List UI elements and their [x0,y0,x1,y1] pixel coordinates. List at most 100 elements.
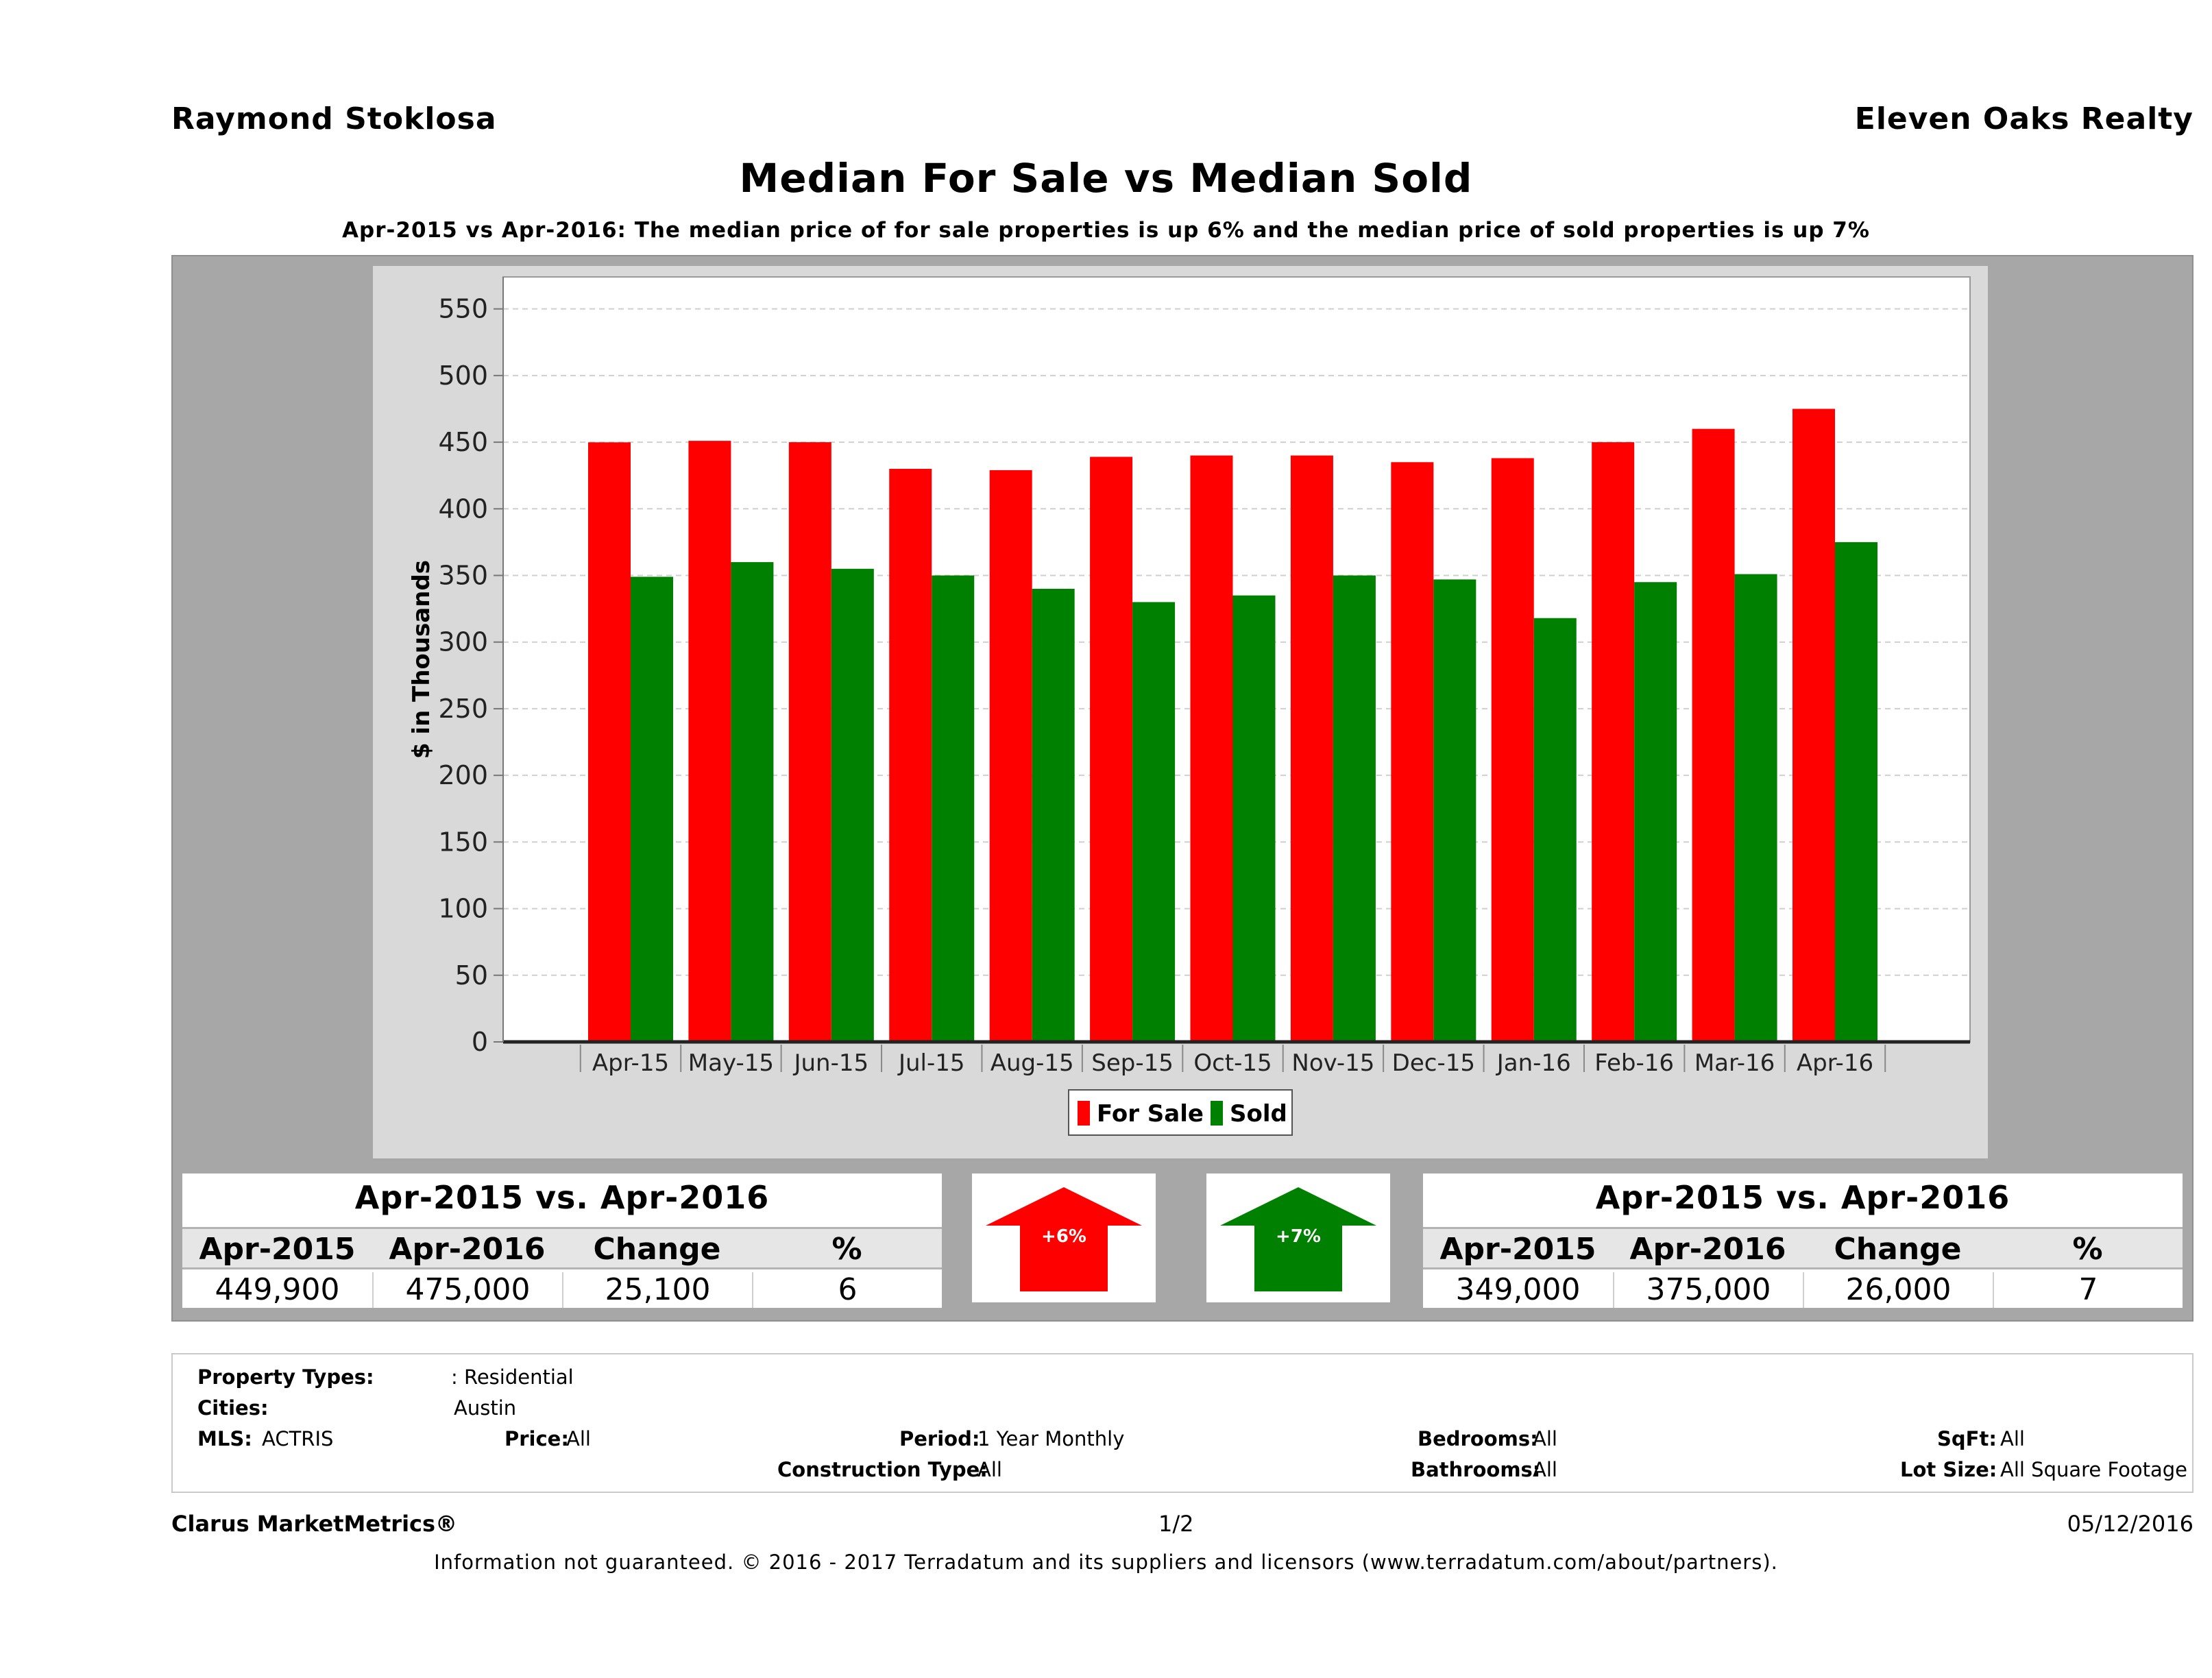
legend-swatch-sold [1211,1101,1223,1126]
col-header-change: Change [1834,1232,1962,1267]
x-tick-label: Sep-15 [1091,1049,1174,1077]
value-change: 25,100 [562,1272,752,1308]
for-sale-change-badge-label: +6% [1041,1226,1086,1247]
for-sale-summary-header: Apr-2015 Apr-2016 Change % [182,1227,942,1269]
bar-chart: 0 50 100 150 200 250 300 350 400 450 500 550 Apr-15… [408,276,1971,1136]
bathrooms-label: Bathrooms: [1411,1458,1541,1481]
bar-sold [631,576,673,1042]
sqft-label: SqFt: [1937,1427,1997,1450]
col-header-percent: % [831,1232,862,1267]
x-tick-label: Aug-15 [990,1049,1074,1077]
bedrooms-label: Bedrooms: [1418,1427,1538,1450]
y-tick-label: 400 [438,494,488,524]
sqft-value: All [2000,1427,2025,1450]
legend-swatch-for-sale [1078,1101,1090,1126]
price-value: All [566,1427,591,1450]
value-apr-2016: 475,000 [372,1272,562,1308]
y-tick-label: 0 [472,1027,488,1057]
mls-label: MLS: [197,1427,252,1450]
footer-disclaimer: Information not guaranteed. © 2016 - 201… [434,1551,1778,1574]
bar-sold [1333,575,1376,1042]
agent-name: Raymond Stoklosa [171,101,497,136]
y-tick-label: 250 [438,694,488,724]
cities-value: Austin [454,1396,517,1420]
legend-box [1068,1089,1293,1136]
sold-summary-header: Apr-2015 Apr-2016 Change % [1423,1227,2183,1269]
cities-label: Cities: [197,1396,269,1420]
legend: For Sale Sold [1068,1089,1293,1136]
legend-label-sold: Sold [1230,1100,1287,1128]
x-tick-label: Jan-16 [1496,1049,1571,1077]
value-percent: 6 [752,1272,942,1308]
col-header-apr-2015: Apr-2015 [1439,1232,1596,1267]
sold-change-badge: +7% [1206,1174,1390,1302]
construction-type-value: All [977,1458,1002,1481]
brokerage-name: Eleven Oaks Realty [1854,101,2193,136]
chart-title: Median For Sale vs Median Sold [739,155,1473,202]
lot-size-label: Lot Size: [1900,1458,1997,1481]
chart-subtitle: Apr-2015 vs Apr-2016: The median price o… [342,218,1870,243]
bar-for-sale [1391,462,1434,1042]
up-arrow-icon: +6% [986,1187,1142,1291]
bar-for-sale [588,442,631,1042]
col-header-change: Change [593,1232,721,1267]
bar-sold [831,568,874,1042]
x-tick-label: Oct-15 [1193,1049,1272,1077]
y-tick-label: 200 [438,760,488,790]
sold-change-badge-label: +7% [1276,1226,1321,1247]
y-axis-label: $ in Thousands [408,560,435,759]
col-header-apr-2016: Apr-2016 [389,1232,546,1267]
footer-date: 05/12/2016 [2067,1511,2193,1537]
x-tick-label: Jun-15 [792,1049,868,1077]
footer-brand: Clarus MarketMetrics® [171,1511,458,1537]
bar-for-sale [1090,457,1133,1042]
for-sale-summary-title: Apr-2015 vs. Apr-2016 [354,1179,770,1216]
y-tick-label: 100 [438,894,488,924]
footer-page-number: 1/2 [1158,1511,1194,1537]
bar-for-sale [1692,428,1735,1042]
x-tick-label: Feb-16 [1594,1049,1674,1077]
lot-size-value: All Square Footage [2000,1458,2188,1481]
bar-for-sale [989,470,1032,1042]
value-apr-2015: 449,900 [215,1272,340,1307]
value-change: 26,000 [1803,1272,1993,1308]
sold-summary-values: 349,000 375,000 26,000 7 [1423,1269,2183,1308]
y-tick-label: 500 [438,361,488,391]
for-sale-summary-values: 449,900 475,000 25,100 6 [182,1269,942,1308]
bedrooms-value: All [1533,1427,1557,1450]
bar-sold [1232,595,1276,1042]
x-tick-label: Dec-15 [1392,1049,1475,1077]
period-value: 1 Year Monthly [977,1427,1125,1450]
col-header-apr-2016: Apr-2016 [1629,1232,1786,1267]
bar-for-sale [788,442,831,1042]
y-tick-label: 550 [438,294,488,324]
mls-value: ACTRIS [262,1427,334,1450]
x-tick-label: Nov-15 [1291,1049,1374,1077]
construction-type-label: Construction Type: [777,1458,988,1481]
bar-for-sale [1190,455,1233,1042]
price-label: Price: [505,1427,569,1450]
col-header-percent: % [2072,1232,2103,1267]
x-tick-label: May-15 [688,1049,774,1077]
up-arrow-icon: +7% [1220,1187,1376,1291]
bar-for-sale [1792,409,1835,1042]
legend-label-for-sale: For Sale [1097,1100,1204,1128]
value-apr-2016: 375,000 [1613,1272,1803,1308]
x-tick-label: Mar-16 [1694,1049,1775,1077]
bar-for-sale [1491,458,1534,1042]
y-tick-label: 300 [438,627,488,657]
for-sale-change-badge: +6% [972,1174,1156,1302]
bar-sold [1132,602,1176,1042]
bar-for-sale [688,441,731,1042]
sold-summary-table: Apr-2015 vs. Apr-2016 Apr-2015 Apr-2016 … [1423,1174,2183,1308]
bar-for-sale [889,468,932,1042]
bar-for-sale [1592,442,1635,1042]
x-tick-label: Jul-15 [897,1049,965,1077]
bar-sold [1032,588,1075,1042]
y-tick-label: 450 [438,427,488,457]
bar-sold [1433,579,1476,1042]
y-tick-label: 150 [438,827,488,857]
col-header-apr-2015: Apr-2015 [199,1232,356,1267]
bar-for-sale [1290,455,1333,1042]
bar-sold [1634,582,1677,1042]
